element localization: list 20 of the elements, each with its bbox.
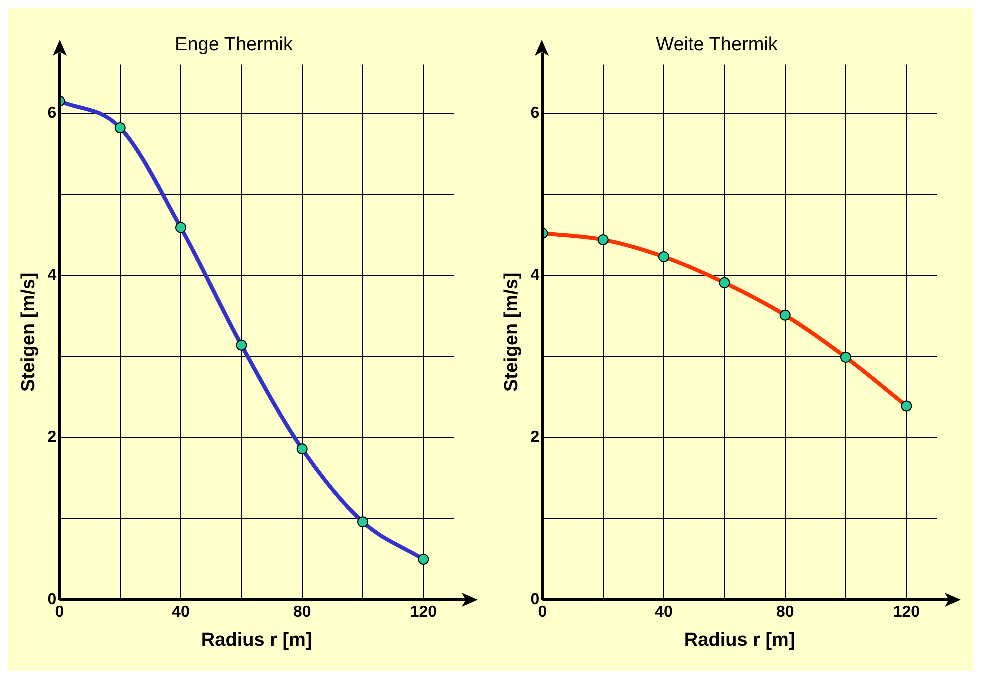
x-tick-label: 80 [294, 604, 312, 621]
y-tick-label: 4 [530, 266, 540, 284]
x-tick-label: 120 [893, 604, 920, 621]
y-axis-title: Steigen [m/s] [501, 272, 522, 392]
chart-title: Enge Thermik [175, 34, 294, 56]
chart-title: Weite Thermik [656, 34, 778, 56]
y-tick-label: 6 [530, 104, 540, 122]
y-axis-title: Steigen [m/s] [18, 272, 40, 392]
y-tick-label: 2 [530, 428, 540, 446]
x-tick-label: 40 [172, 604, 190, 621]
y-tick-label: 6 [48, 104, 58, 122]
x-tick-label: 40 [654, 604, 673, 621]
y-tick-label: 2 [48, 428, 58, 446]
y-tick-label: 0 [530, 590, 540, 608]
y-tick-label: 0 [48, 590, 58, 608]
x-tick-label: 80 [776, 604, 794, 621]
x-axis-title: Radius r [m] [202, 629, 313, 650]
x-tick-label: 120 [410, 604, 438, 621]
x-axis-title: Radius r [m] [684, 629, 796, 650]
y-tick-label: 4 [48, 266, 58, 284]
